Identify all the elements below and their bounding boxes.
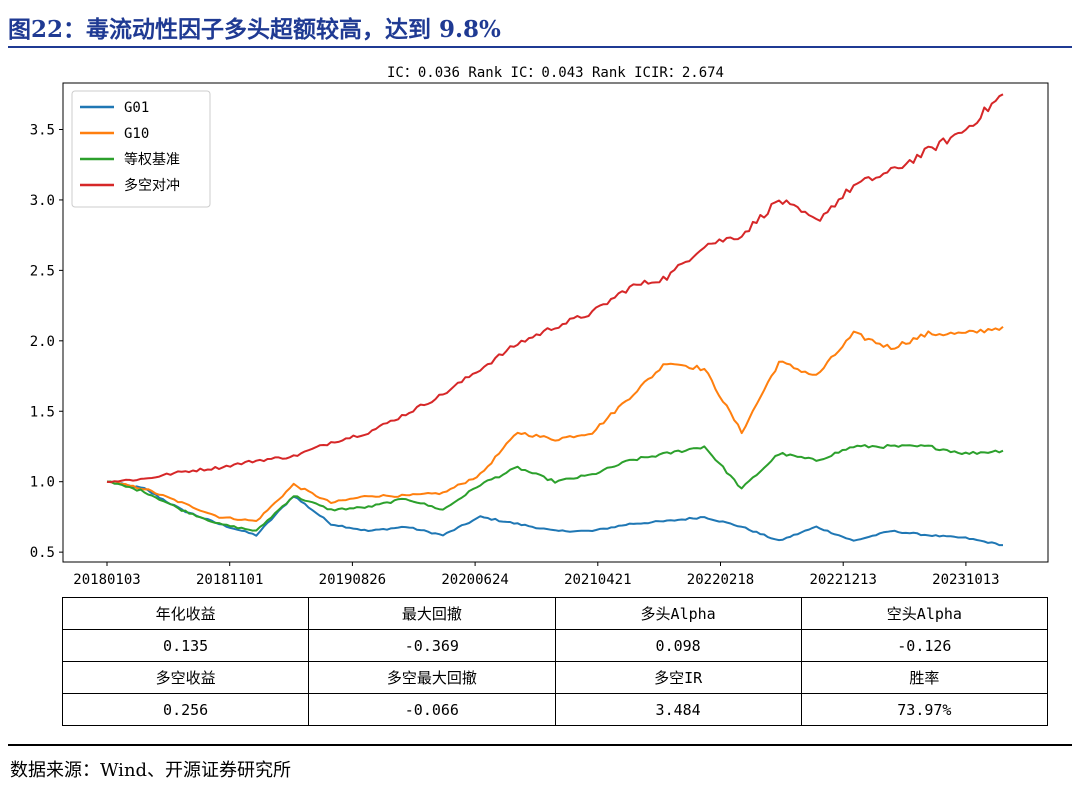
x-tick-label: 20210421 xyxy=(564,572,631,588)
table-row: 0.256 -0.066 3.484 73.97% xyxy=(61,693,1049,726)
table-cell: -0.369 xyxy=(308,629,556,662)
x-tick-label: 20220218 xyxy=(687,572,754,588)
x-tick-label: 20180103 xyxy=(73,572,140,588)
source-rule xyxy=(8,744,1072,746)
table-cell: 多空IR xyxy=(554,661,802,694)
chart-title: IC：0.036 Rank IC：0.043 Rank ICIR：2.674 xyxy=(387,65,724,81)
table-cell: 胜率 xyxy=(800,661,1049,694)
y-tick-label: 1.0 xyxy=(30,475,55,491)
figure-title: 图22：毒流动性因子多头超额较高，达到 9.8% xyxy=(8,16,501,43)
table-cell: 年化收益 xyxy=(61,597,310,630)
legend-label: 等权基准 xyxy=(124,151,180,168)
table-cell: -0.126 xyxy=(800,629,1049,662)
table-cell: 空头Alpha xyxy=(800,597,1049,630)
series-line xyxy=(106,444,1004,532)
table-cell: 多空收益 xyxy=(61,661,310,694)
line-chart: IC：0.036 Rank IC：0.043 Rank ICIR：2.674 0.… xyxy=(30,65,1049,588)
table-row: 0.135 -0.369 0.098 -0.126 xyxy=(61,629,1049,662)
stats-table: 年化收益 最大回撤 多头Alpha 空头Alpha 0.135 -0.369 0… xyxy=(61,597,1049,726)
table-cell: 多空最大回撤 xyxy=(308,661,556,694)
x-tick-label: 20221213 xyxy=(809,572,876,588)
series-line xyxy=(106,480,1003,547)
y-tick-label: 2.5 xyxy=(30,263,55,279)
series-line xyxy=(106,93,1004,484)
y-tick-label: 3.5 xyxy=(30,122,55,138)
table-cell: 0.098 xyxy=(554,629,802,662)
plot-frame xyxy=(62,82,1049,563)
table-cell: -0.066 xyxy=(308,693,556,726)
table-cell: 73.97% xyxy=(800,693,1049,726)
x-tick-label: 20181101 xyxy=(196,572,263,588)
legend-label: G01 xyxy=(124,100,149,116)
y-tick-label: 3.0 xyxy=(30,193,55,209)
x-tick-label: 20190826 xyxy=(319,572,386,588)
table-row: 年化收益 最大回撤 多头Alpha 空头Alpha xyxy=(61,597,1049,630)
source-note: 数据来源：Wind、开源证券研究所 xyxy=(10,760,292,781)
table-cell: 0.135 xyxy=(61,629,310,662)
y-tick-label: 0.5 xyxy=(30,545,55,561)
legend-box xyxy=(71,90,211,208)
x-tick-label: 20200624 xyxy=(441,572,508,588)
table-cell: 0.256 xyxy=(61,693,310,726)
series-line xyxy=(106,325,1004,522)
title-rule xyxy=(8,46,1072,48)
y-tick-label: 2.0 xyxy=(30,334,55,350)
y-tick-label: 1.5 xyxy=(30,404,55,420)
legend-label: 多空对冲 xyxy=(124,177,180,194)
x-tick-label: 20231013 xyxy=(932,572,999,588)
legend-label: G10 xyxy=(124,126,149,142)
table-cell: 最大回撤 xyxy=(308,597,556,630)
table-cell: 3.484 xyxy=(554,693,802,726)
table-cell: 多头Alpha xyxy=(554,597,802,630)
table-row: 多空收益 多空最大回撤 多空IR 胜率 xyxy=(61,661,1049,694)
